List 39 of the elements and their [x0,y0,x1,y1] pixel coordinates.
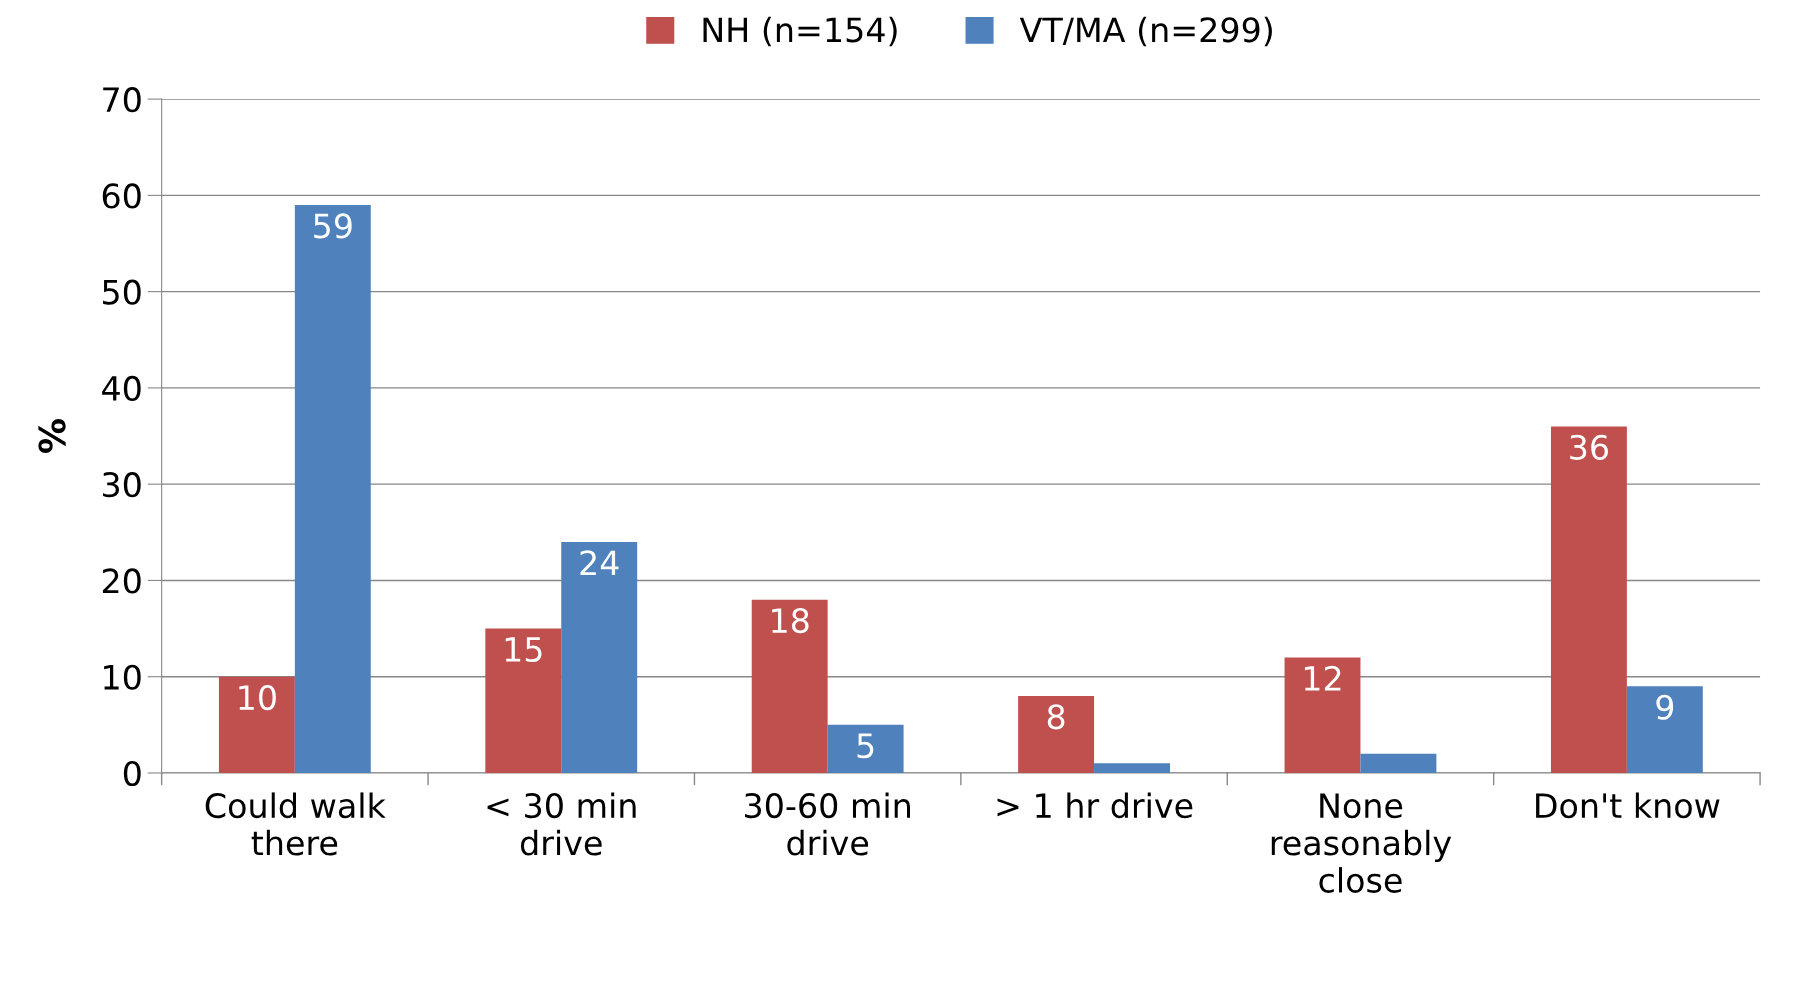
bar [485,628,562,773]
bar [1284,657,1361,773]
bar [218,676,295,773]
x-tick-label: < 30 min drive [487,792,636,856]
bar [1550,426,1627,773]
data-label: 5 [857,733,874,759]
data-label: 24 [580,550,619,575]
bar [294,205,371,773]
bar [827,724,904,773]
x-tick-label: 30-60 min drive [745,792,910,856]
bar [751,599,828,773]
y-tick-label: 70 [103,87,141,113]
data-label: 10 [239,685,276,711]
x-tick-label: Could walk there [205,792,386,856]
y-tick-label: 30 [103,472,141,498]
data-label: 15 [505,637,542,663]
bar [561,541,638,773]
data-label: 59 [314,213,352,239]
data-label: 8 [1047,704,1065,730]
x-tick-label: > 1 hr drive [997,792,1193,819]
y-tick-label: 60 [102,183,141,209]
data-label: 9 [1656,694,1674,720]
data-label: 12 [1304,665,1341,691]
y-tick-label: 20 [102,568,141,594]
y-tick-label: 40 [102,375,141,402]
bar [1094,763,1170,773]
y-tick-label: 0 [123,760,141,787]
y-tick-label: 50 [103,279,141,305]
bar [1626,686,1703,773]
x-tick-label: None reasonably close [1271,793,1452,893]
legend-label: VT/MA (n=299) [1019,16,1272,47]
data-label: 36 [1570,434,1609,460]
legend-label: NH (n=154) [703,16,897,47]
bar [1360,753,1437,773]
x-tick-label: Don't know [1536,792,1720,819]
data-label: 18 [772,607,809,634]
y-axis-title: % [38,419,66,453]
y-tick-label: 10 [104,664,141,690]
bar [1018,695,1095,773]
